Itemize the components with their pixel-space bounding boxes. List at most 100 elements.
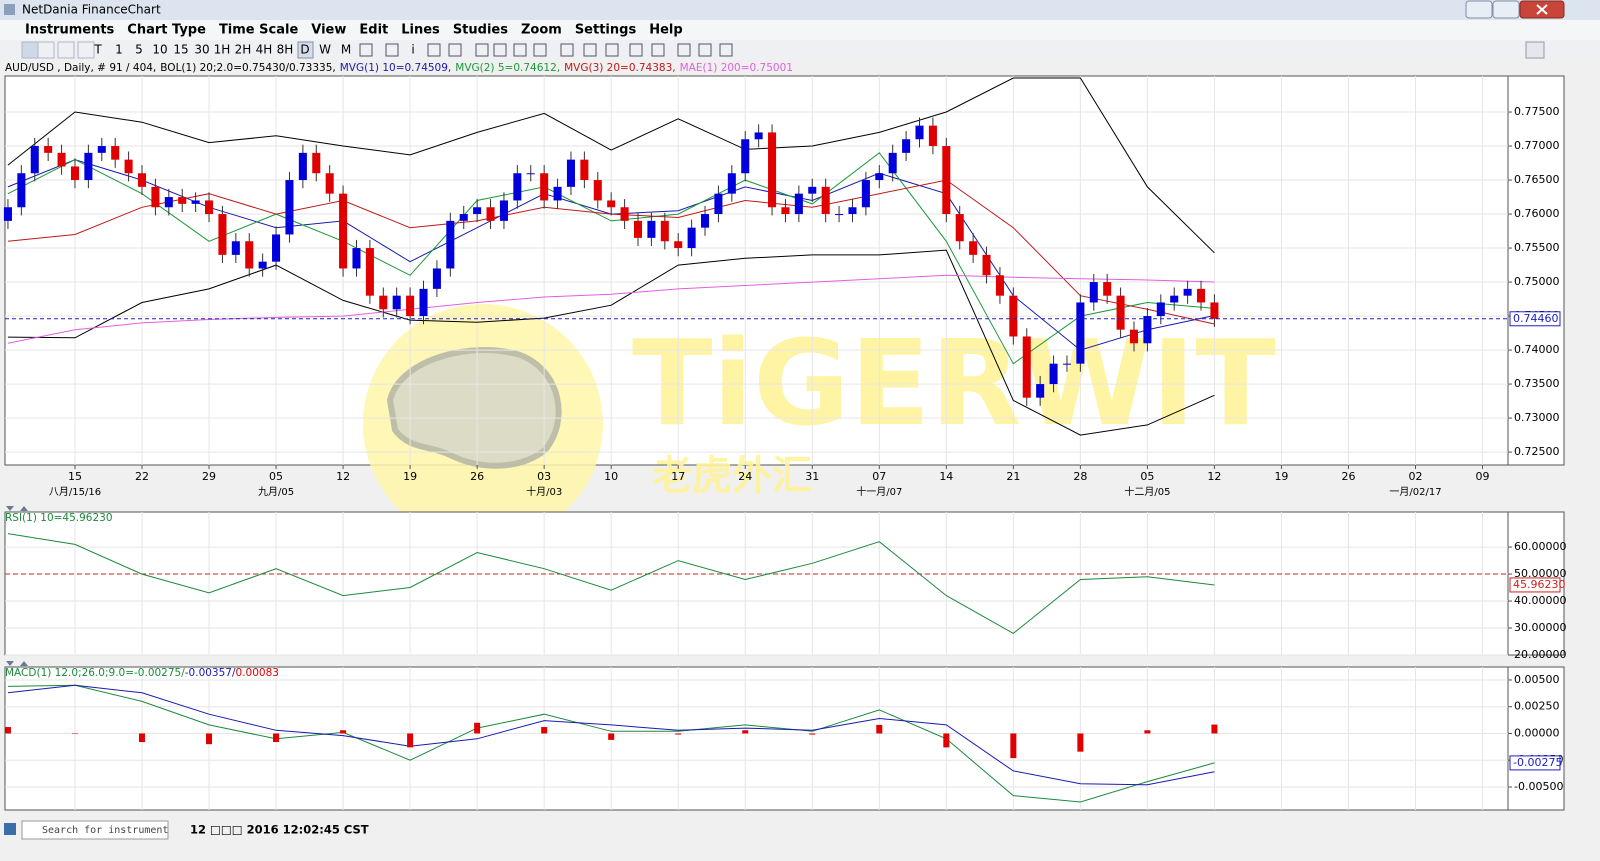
plot-area (4, 666, 1509, 811)
timescale-button[interactable]: 1H (214, 43, 231, 57)
tool-icon[interactable] (629, 43, 643, 57)
search-box[interactable] (21, 820, 169, 840)
panel-arrows[interactable] (6, 661, 28, 666)
candle-body (3, 207, 12, 221)
tool-icon[interactable] (698, 43, 712, 57)
last-value-box (1509, 577, 1561, 593)
y-tick-label: 0.76500 (1514, 173, 1560, 186)
histogram-bar (139, 733, 146, 743)
tool-icon[interactable] (677, 43, 691, 57)
candle-body (218, 214, 227, 255)
search-placeholder: Search for instrument (42, 825, 168, 836)
candle-body (754, 132, 763, 140)
x-date-label: 九月/05 (258, 486, 294, 498)
legend-entry: MVG(1) 10=0.74509, (340, 62, 452, 74)
tool-icon[interactable] (560, 43, 574, 57)
menu-item[interactable]: Studies (453, 23, 508, 38)
candle-body (982, 254, 991, 276)
maximize-button[interactable] (1492, 0, 1520, 19)
timescale-button[interactable]: 8H (277, 43, 294, 57)
x-tick-label: 09 (1476, 470, 1490, 483)
toolbar-toggle[interactable] (1525, 41, 1545, 59)
candle-body (1089, 282, 1098, 303)
menu-item[interactable]: Instruments (25, 23, 115, 38)
tool-button[interactable] (21, 41, 39, 59)
x-tick-label: 28 (1073, 470, 1087, 483)
tool-icon[interactable] (475, 43, 489, 57)
y-tick-label: 0.73500 (1514, 377, 1560, 390)
menu-item[interactable]: Settings (575, 23, 637, 38)
menu-item[interactable]: Time Scale (219, 23, 299, 38)
tool-icon[interactable] (533, 43, 547, 57)
candle-body (1049, 363, 1058, 385)
tool-icon[interactable] (513, 43, 527, 57)
tool-icon[interactable] (427, 43, 441, 57)
tool-icon[interactable] (651, 43, 665, 57)
timescale-button[interactable]: T (93, 43, 102, 57)
indicator-line (7, 684, 1215, 803)
candle-body (111, 146, 120, 160)
histogram-bar (4, 727, 11, 734)
histogram-bar (1144, 730, 1151, 734)
menu-bar (0, 20, 1600, 40)
timescale-button[interactable]: i (411, 43, 414, 57)
timescale-button[interactable]: 15 (173, 43, 188, 57)
timescale-button[interactable]: 1 (115, 43, 123, 57)
tool-button[interactable] (37, 41, 55, 59)
tool-button-active[interactable] (297, 41, 314, 59)
histogram-bar (1010, 733, 1017, 759)
tool-button[interactable] (77, 41, 95, 59)
histogram-bar (340, 730, 347, 734)
timescale-button[interactable]: W (319, 43, 331, 57)
candle-body (245, 241, 254, 269)
x-tick-label: 05 (1140, 470, 1154, 483)
menu-item[interactable]: Zoom (521, 23, 562, 38)
tool-icon[interactable] (605, 43, 619, 57)
timescale-button[interactable]: 2H (235, 43, 252, 57)
legend: MACD(1) 12.0;26.0;9.0=-0.00275/-0.00357/… (5, 667, 279, 679)
tool-icon[interactable] (359, 43, 373, 57)
menu-item[interactable]: Help (649, 23, 682, 38)
candle-body (875, 173, 884, 181)
tool-icon[interactable] (719, 43, 733, 57)
menu-item[interactable]: Chart Type (127, 23, 206, 38)
indicator-line (7, 152, 1215, 365)
candle-body (84, 152, 93, 181)
candle-body (674, 241, 683, 249)
last-value-box (1509, 311, 1561, 327)
menu-item[interactable]: Edit (359, 23, 388, 38)
tool-icon[interactable] (493, 43, 507, 57)
candle-body (995, 275, 1004, 296)
tool-icon[interactable] (583, 43, 597, 57)
menu-item[interactable]: Lines (401, 23, 440, 38)
timescale-button[interactable]: 4H (256, 43, 273, 57)
tool-icon[interactable] (448, 43, 462, 57)
panel-arrows[interactable] (6, 506, 28, 511)
x-tick-label: 12 (1207, 470, 1221, 483)
timescale-button[interactable]: 30 (194, 43, 209, 57)
last-value-box (1509, 755, 1561, 771)
menu-item[interactable]: View (311, 23, 346, 38)
timescale-button[interactable]: 10 (152, 43, 167, 57)
indicator-line (7, 77, 1215, 254)
tool-icon[interactable] (385, 43, 399, 57)
status-time: 12 □□□ 2016 12:02:45 CST (190, 823, 369, 837)
y-tick-label: 20.00000 (1514, 648, 1567, 661)
tool-button[interactable] (57, 41, 75, 59)
timescale-button[interactable]: M (341, 43, 351, 57)
y-tick-label: 0.75500 (1514, 241, 1560, 254)
candle-body (272, 234, 281, 262)
timescale-button[interactable]: 5 (135, 43, 143, 57)
minimize-button[interactable] (1465, 0, 1493, 19)
histogram-bar (273, 733, 280, 743)
timescale-button[interactable]: D (300, 43, 309, 57)
x-tick-label: 21 (1006, 470, 1020, 483)
candle-body (1062, 363, 1071, 365)
candle-body (607, 200, 616, 208)
y-tick-label: 0.00000 (1514, 726, 1560, 739)
axis-area (1507, 666, 1565, 811)
plot-area (4, 511, 1509, 656)
y-tick-label: 0.75000 (1514, 275, 1560, 288)
candle-body (406, 295, 415, 317)
